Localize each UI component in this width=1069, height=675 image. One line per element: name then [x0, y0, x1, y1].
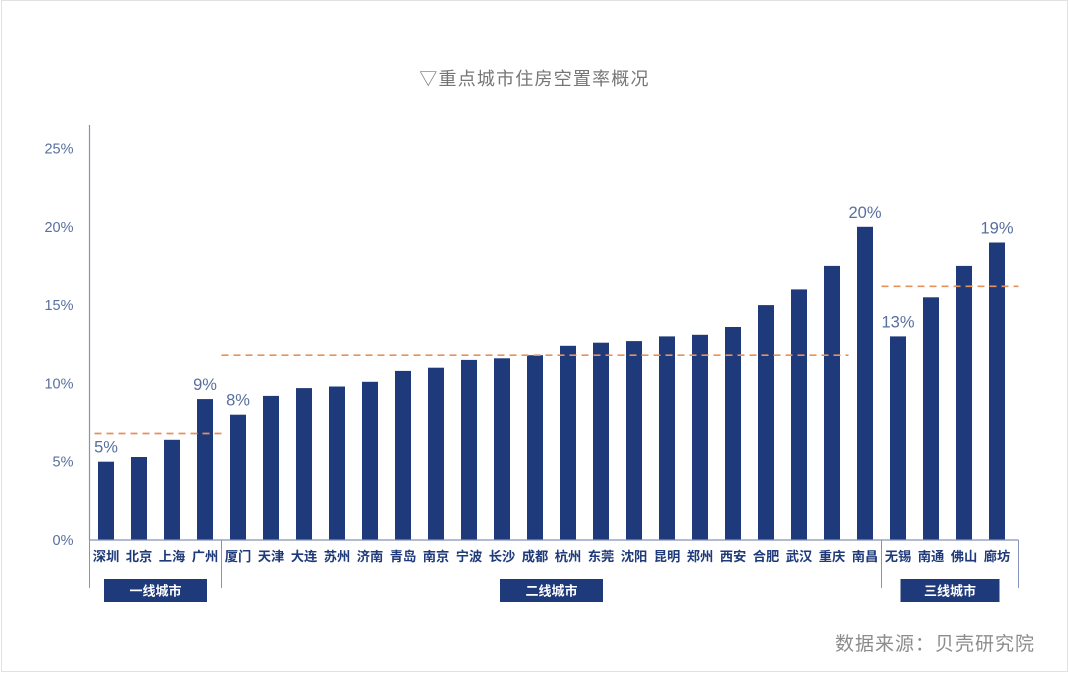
svg-text:青岛: 青岛: [390, 548, 417, 564]
svg-text:0%: 0%: [53, 533, 74, 549]
svg-text:重庆: 重庆: [819, 548, 846, 564]
svg-text:南京: 南京: [423, 548, 450, 564]
svg-text:20%: 20%: [44, 220, 73, 236]
svg-text:一线城市: 一线城市: [129, 584, 181, 599]
svg-text:广州: 广州: [192, 548, 219, 564]
svg-text:深圳: 深圳: [93, 549, 120, 564]
svg-text:5%: 5%: [94, 439, 118, 457]
svg-text:昆明: 昆明: [654, 549, 681, 564]
svg-text:数据来源：贝壳研究院: 数据来源：贝壳研究院: [835, 633, 1035, 655]
svg-text:南通: 南通: [918, 549, 945, 564]
svg-text:天津: 天津: [258, 549, 285, 564]
svg-text:北京: 北京: [126, 548, 153, 564]
svg-text:佛山: 佛山: [951, 548, 978, 564]
svg-text:20%: 20%: [848, 204, 881, 222]
svg-text:10%: 10%: [44, 376, 73, 392]
svg-text:济南: 济南: [357, 548, 384, 564]
svg-text:5%: 5%: [53, 455, 74, 471]
svg-text:无锡: 无锡: [885, 549, 912, 564]
svg-text:东莞: 东莞: [588, 548, 615, 564]
svg-text:厦门: 厦门: [225, 548, 252, 564]
svg-text:廊坊: 廊坊: [984, 548, 1011, 564]
svg-text:13%: 13%: [881, 313, 914, 331]
svg-text:合肥: 合肥: [753, 548, 780, 564]
svg-text:25%: 25%: [44, 142, 73, 158]
svg-text:苏州: 苏州: [324, 549, 351, 564]
svg-text:大连: 大连: [291, 548, 318, 564]
svg-text:三线城市: 三线城市: [924, 584, 976, 599]
svg-text:杭州: 杭州: [555, 548, 582, 564]
svg-text:15%: 15%: [44, 298, 73, 314]
svg-text:沈阳: 沈阳: [621, 548, 648, 564]
svg-text:上海: 上海: [159, 548, 186, 564]
svg-text:长沙: 长沙: [489, 549, 516, 564]
svg-text:9%: 9%: [193, 376, 217, 394]
svg-text:二线城市: 二线城市: [525, 584, 577, 599]
svg-text:西安: 西安: [720, 548, 747, 564]
svg-text:郑州: 郑州: [687, 549, 714, 564]
svg-text:宁波: 宁波: [456, 548, 483, 564]
svg-text:8%: 8%: [226, 392, 250, 410]
svg-text:武汉: 武汉: [786, 549, 813, 564]
svg-text:成都: 成都: [522, 548, 549, 564]
svg-text:19%: 19%: [980, 220, 1013, 238]
svg-text:南昌: 南昌: [852, 549, 879, 564]
